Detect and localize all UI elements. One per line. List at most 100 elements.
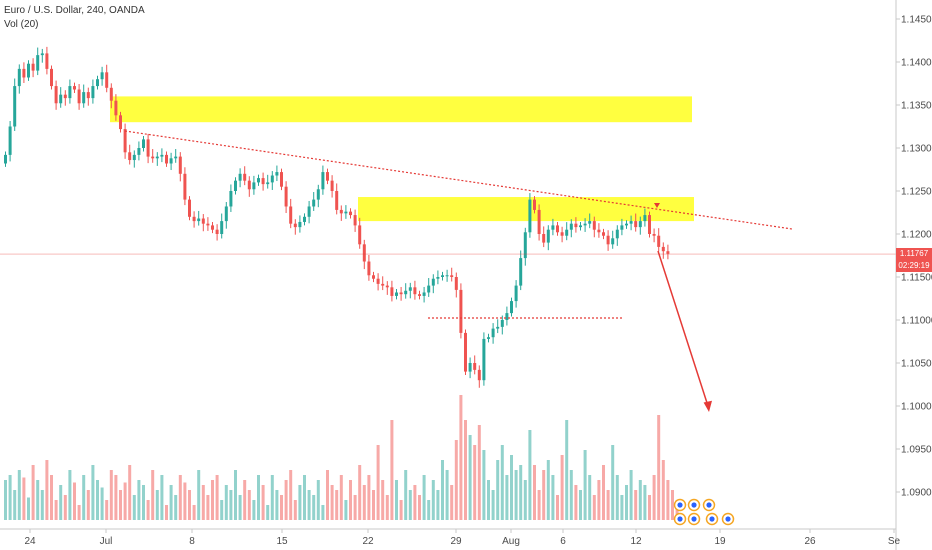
candle-body <box>257 178 260 183</box>
candle-body <box>362 244 366 262</box>
candle-body <box>385 285 389 288</box>
candle-body <box>528 199 532 233</box>
volume-bar <box>385 495 389 520</box>
volume-bar <box>648 495 651 520</box>
volume-bar <box>344 500 348 520</box>
candle-body <box>50 68 53 87</box>
volume-bar <box>109 470 113 520</box>
candle-body <box>496 326 500 329</box>
volume-bar <box>583 450 587 520</box>
candle-body <box>303 216 306 222</box>
volume-bar <box>201 485 205 520</box>
volume-bar <box>459 395 463 520</box>
candle-body <box>77 89 81 104</box>
candle-body <box>652 234 656 236</box>
volume-indicator-label[interactable]: Vol (20) <box>4 19 39 30</box>
volume-bar <box>482 450 486 520</box>
candle-body <box>358 225 362 245</box>
volume-bar <box>105 500 109 520</box>
candle-body <box>197 218 201 222</box>
projection-arrowhead <box>703 400 712 412</box>
volume-bar <box>128 465 132 520</box>
volume-bar <box>565 420 569 520</box>
price-tick-label: 1.11000 <box>901 316 932 327</box>
volume-bar <box>261 485 265 520</box>
candle-body <box>266 182 270 185</box>
price-tick-label: 1.11500 <box>901 273 932 284</box>
volume-bar <box>234 470 237 520</box>
lower-resistance-zone <box>358 197 694 222</box>
candle-body <box>431 278 435 286</box>
price-tick-label: 1.14000 <box>901 58 932 69</box>
candle-body <box>418 294 421 296</box>
candle-body <box>588 221 592 224</box>
volume-bar <box>602 465 605 520</box>
volume-bar <box>13 490 17 520</box>
candle-body <box>602 232 605 236</box>
candlestick-series <box>4 46 670 388</box>
candle-body <box>459 289 463 333</box>
volume-bar <box>252 500 256 520</box>
candle-body <box>519 258 523 286</box>
candle-body <box>238 173 242 181</box>
volume-bar <box>588 475 592 520</box>
candle-body <box>404 290 408 295</box>
candle-body <box>454 277 458 290</box>
candle-body <box>91 86 95 99</box>
candle-body <box>174 156 178 159</box>
candle-body <box>565 229 569 236</box>
volume-bar <box>381 480 385 520</box>
volume-bar <box>280 495 283 520</box>
candle-body <box>160 154 164 157</box>
candle-body <box>500 320 504 327</box>
candle-body <box>606 235 610 245</box>
volume-bar <box>326 470 329 520</box>
candle-body <box>353 215 357 226</box>
volume-bar <box>27 497 30 520</box>
candle-body <box>339 209 343 214</box>
volume-bar <box>367 475 371 520</box>
volume-bar <box>224 485 228 520</box>
candle-body <box>367 261 371 276</box>
symbol-title[interactable]: Euro / U.S. Dollar, 240, OANDA <box>4 5 145 16</box>
volume-bar <box>238 495 242 520</box>
volume-bar <box>376 445 380 520</box>
volume-bar <box>569 470 573 520</box>
candle-body <box>201 218 205 224</box>
volume-bar <box>505 475 509 520</box>
candle-body <box>96 79 99 87</box>
candle-body <box>211 225 214 230</box>
event-icons <box>673 498 735 526</box>
candle-body <box>284 186 288 207</box>
volume-bar <box>215 475 219 520</box>
candle-body <box>114 100 118 116</box>
candle-body <box>427 285 431 293</box>
candle-body <box>579 225 582 228</box>
volume-bar <box>192 505 196 520</box>
candle-body <box>611 238 615 245</box>
candle-body <box>546 229 550 243</box>
volume-bar <box>123 482 127 520</box>
volume-bar <box>284 480 288 520</box>
candle-body <box>4 154 7 164</box>
chart-legend: Euro / U.S. Dollar, 240, OANDA Vol (20) <box>4 4 145 32</box>
candle-body <box>592 221 596 230</box>
price-tick-label: 1.13500 <box>901 101 932 112</box>
time-tick-label: Se <box>888 536 901 547</box>
time-tick-label: 29 <box>450 536 462 547</box>
volume-bar <box>542 470 546 520</box>
candle-body <box>68 86 72 99</box>
event-icon-dot <box>691 516 697 522</box>
last-price-badge: 1.11767 <box>896 248 932 261</box>
candle-body <box>8 126 12 155</box>
volume-bar <box>197 470 201 520</box>
volume-bar <box>390 420 394 520</box>
volume-bar <box>441 460 444 520</box>
candle-body <box>615 229 619 239</box>
price-tick-label: 1.12000 <box>901 230 932 241</box>
candle-body <box>40 53 44 56</box>
volume-bar <box>606 490 610 520</box>
volume-bar <box>17 470 21 520</box>
volume-bar <box>188 490 191 520</box>
